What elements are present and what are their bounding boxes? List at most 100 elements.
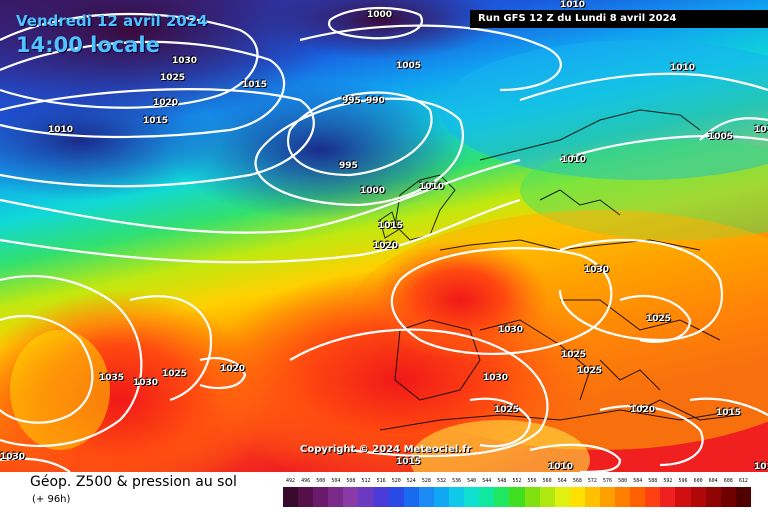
run-info: Run GFS 12 Z du Lundi 8 avril 2024: [470, 10, 768, 28]
legend-tick-label: 568: [572, 478, 582, 484]
isobar-label: 1015: [242, 80, 268, 90]
legend-swatch: [615, 487, 631, 507]
isobar-label: 1005: [396, 61, 422, 71]
isobar-label: 995: [342, 96, 361, 106]
legend-tick-label: 552: [512, 478, 522, 484]
legend-tick-label: 576: [603, 478, 613, 484]
isobar-label: 990: [366, 96, 385, 106]
legend-tick-label: 612: [738, 478, 748, 484]
isobar-label: 1020: [153, 98, 179, 108]
isobar-label: 1030: [483, 373, 509, 383]
legend-tick-label: 556: [527, 478, 537, 484]
legend-tick-label: 560: [542, 478, 552, 484]
legend-tick-label: 508: [346, 478, 356, 484]
isobar-label: 1025: [162, 369, 188, 379]
legend-tick-label: 608: [723, 478, 733, 484]
legend-tick-label: 536: [452, 478, 462, 484]
isobar-label: 1010: [754, 125, 768, 135]
legend-swatch: [298, 487, 314, 507]
legend-swatch: [720, 487, 736, 507]
legend-tick-label: 492: [286, 478, 296, 484]
isobar-label: 1010: [560, 0, 586, 10]
isobar-label: 1010: [561, 155, 587, 165]
legend-swatch: [449, 487, 465, 507]
legend-tick-label: 528: [421, 478, 431, 484]
coastlines: [379, 109, 741, 431]
isobar-label: 1025: [561, 350, 587, 360]
legend-tick-label: 564: [557, 478, 567, 484]
legend-tick-label: 540: [467, 478, 477, 484]
legend-tick-label: 548: [497, 478, 507, 484]
z500-field: [0, 0, 768, 472]
isobar-label: 1015: [378, 221, 404, 231]
legend-swatches: [283, 487, 751, 507]
forecast-range: (+ 96h): [32, 494, 71, 505]
legend-tick-label: 532: [436, 478, 446, 484]
legend-swatch: [388, 487, 404, 507]
legend-tick-label: 544: [482, 478, 492, 484]
isobar-label: 1035: [99, 373, 125, 383]
isobar-label: 1020: [373, 241, 399, 251]
legend-tick-label: 524: [406, 478, 416, 484]
isobar-label: 1010: [419, 182, 445, 192]
legend-tick-label: 512: [361, 478, 371, 484]
legend-swatch: [464, 487, 480, 507]
legend-tick-label: 596: [678, 478, 688, 484]
legend-swatch: [433, 487, 450, 507]
isobar-label: 1010: [670, 63, 696, 73]
color-legend: 492 496 500 504 508 512 516 520 524 528 532 536 540 5…: [283, 478, 751, 508]
legend-swatch: [328, 487, 344, 507]
isobar-label: 1030: [172, 56, 198, 66]
legend-swatch: [705, 487, 721, 507]
legend-swatch: [735, 487, 751, 507]
isobar-label: 1020: [630, 405, 656, 415]
legend-swatch: [630, 487, 646, 507]
weather-map: Vendredi 12 avril 2024 14:00 locale Run …: [0, 0, 768, 472]
legend-swatch: [509, 487, 525, 507]
legend-swatch: [554, 487, 570, 507]
legend-tick-label: 604: [708, 478, 718, 484]
isobar-label: 1015: [396, 457, 422, 467]
legend-swatch: [599, 487, 616, 507]
isobar-label: 1010: [754, 462, 768, 472]
legend-swatch: [660, 487, 676, 507]
isobar-label: 1010: [48, 125, 74, 135]
legend-swatch: [539, 487, 555, 507]
legend-swatch: [569, 487, 585, 507]
legend-swatch: [494, 487, 510, 507]
isobar-label: 1005: [708, 132, 734, 142]
legend-swatch: [584, 487, 600, 507]
isobar-label: 1015: [143, 116, 169, 126]
isobar-label: 1000: [367, 10, 393, 20]
legend-ticks: 492 496 500 504 508 512 516 520 524 528 532 536 540 5…: [283, 478, 751, 485]
legend-tick-label: 580: [618, 478, 628, 484]
legend-swatch: [418, 487, 434, 507]
isobar-label: 995: [339, 161, 358, 171]
legend-tick-label: 520: [391, 478, 401, 484]
legend-swatch: [675, 487, 691, 507]
copyright: Copyright © 2024 Meteociel.fr: [300, 444, 472, 455]
legend-tick-label: 496: [301, 478, 311, 484]
isobar-label: 1030: [0, 452, 26, 462]
isobar-label: 1025: [577, 366, 603, 376]
valid-date: Vendredi 12 avril 2024: [16, 12, 208, 30]
legend-tick-label: 600: [693, 478, 703, 484]
isobar-label: 1000: [360, 186, 386, 196]
legend-tick-label: 504: [331, 478, 341, 484]
legend-swatch: [358, 487, 374, 507]
isobar-label: 1015: [716, 408, 742, 418]
isobar-label: 1010: [548, 462, 574, 472]
legend-swatch: [313, 487, 329, 507]
legend-swatch: [373, 487, 389, 507]
isobar-label: 1030: [498, 325, 524, 335]
legend-swatch: [343, 487, 359, 507]
legend-swatch: [524, 487, 540, 507]
isobar-label: 1020: [220, 364, 246, 374]
isobar-label: 1030: [133, 378, 159, 388]
isobar-label: 1025: [494, 405, 520, 415]
legend-swatch: [479, 487, 495, 507]
legend-swatch: [645, 487, 661, 507]
legend-tick-label: 584: [633, 478, 643, 484]
legend-tick-label: 500: [316, 478, 326, 484]
isobar-label: 1030: [584, 265, 610, 275]
